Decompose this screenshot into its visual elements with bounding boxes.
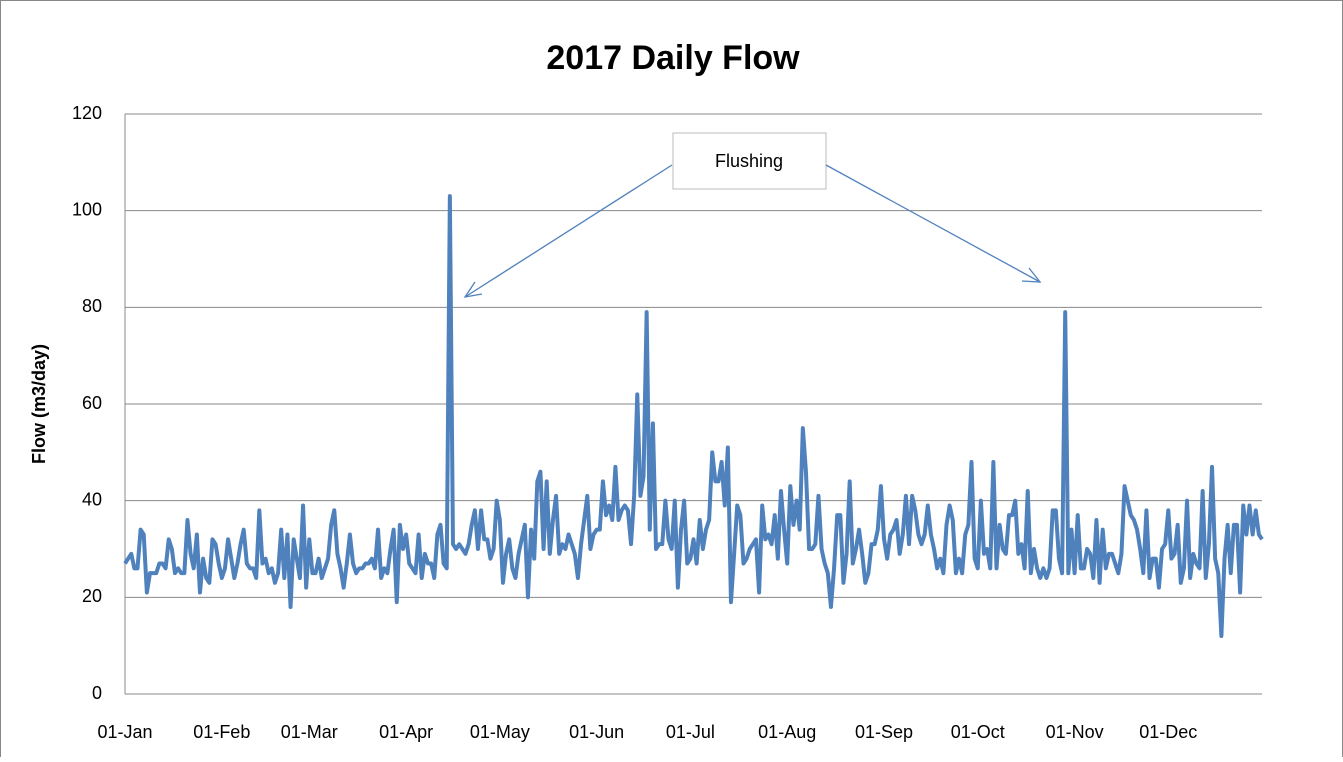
x-tick-label: 01-May — [470, 722, 530, 742]
x-tick-label: 01-Dec — [1139, 722, 1197, 742]
y-tick-label: 120 — [72, 103, 102, 123]
x-tick-label: 01-Feb — [193, 722, 250, 742]
y-tick-label: 20 — [82, 586, 102, 606]
y-tick-label: 60 — [82, 393, 102, 413]
annotation-text: Flushing — [715, 151, 783, 171]
chart-title: 2017 Daily Flow — [546, 39, 800, 77]
plot — [123, 194, 1264, 638]
grid: 0 20 40 60 80 100 120 01-Jan 01-Feb 01-Mar 01-Apr 0… — [72, 103, 1262, 742]
x-tick-label: 01-Nov — [1046, 722, 1104, 742]
y-axis-label: Flow (m3/day) — [29, 344, 49, 464]
x-tick-label: 01-Oct — [951, 722, 1005, 742]
x-tick-label: 01-Jan — [97, 722, 152, 742]
arrow — [825, 164, 1041, 283]
y-tick-label: 0 — [92, 683, 102, 703]
y-tick-label: 40 — [82, 489, 102, 509]
x-tick-label: 01-Jul — [666, 722, 715, 742]
arrow — [464, 164, 673, 298]
x-tick-label: 01-Mar — [281, 722, 338, 742]
arrow-head — [1021, 267, 1042, 283]
y-tick-label: 100 — [72, 199, 102, 219]
x-tick-label: 01-Aug — [758, 722, 816, 742]
y-tick-label: 80 — [82, 296, 102, 316]
flow-line — [123, 194, 1264, 638]
x-tick-label: 01-Sep — [855, 722, 913, 742]
annotation-box — [672, 132, 827, 190]
arrow-head — [463, 281, 483, 298]
annotation: Flushing — [463, 132, 1042, 298]
x-tick-label: 01-Jun — [569, 722, 624, 742]
annotation-arrows — [463, 164, 1042, 298]
x-tick-label: 01-Apr — [379, 722, 433, 742]
